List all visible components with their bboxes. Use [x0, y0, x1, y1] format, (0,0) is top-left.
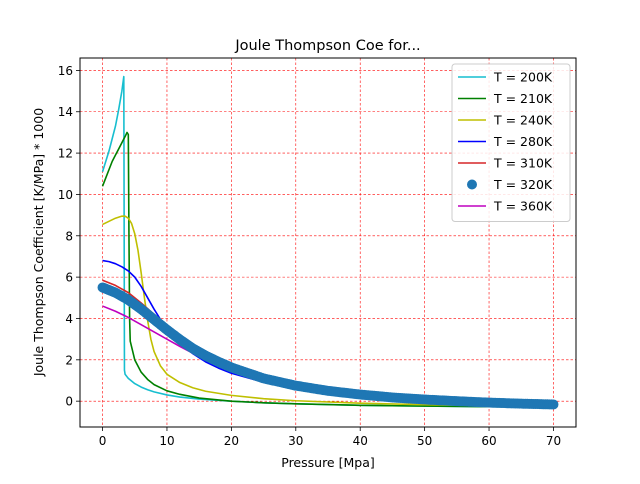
y-tick-label: 10 [58, 188, 73, 202]
series-t-240k-line [102, 215, 554, 408]
x-tick-label: 30 [288, 434, 303, 448]
legend-label: T = 310K [493, 156, 553, 171]
legend-label: T = 210K [493, 91, 553, 106]
legend-label: T = 360K [493, 199, 553, 214]
legend-label: T = 240K [493, 113, 553, 128]
x-tick-label: 0 [99, 434, 107, 448]
x-tick-label: 40 [353, 434, 368, 448]
legend-frame [451, 63, 571, 222]
legend-label: T = 280K [493, 134, 553, 149]
chart-title: Joule Thompson Coe for... [234, 38, 420, 54]
tick-layer: 0 10 20 30 40 50 60 70 0 2 4 6 8 10 12 14 16 [58, 64, 561, 448]
y-tick-label: 8 [65, 229, 73, 243]
y-tick-label: 14 [58, 105, 73, 119]
data-point [548, 399, 559, 410]
legend-label: T = 320K [493, 177, 553, 192]
x-tick-label: 10 [159, 434, 174, 448]
legend-marker [467, 179, 477, 190]
y-tick-label: 12 [58, 147, 73, 161]
x-tick-label: 20 [224, 434, 239, 448]
y-tick-label: 6 [65, 271, 73, 285]
y-axis-label: Joule Thompson Coefficient [K/MPa] * 100… [31, 108, 46, 377]
x-tick-label: 50 [417, 434, 432, 448]
y-tick-label: 2 [65, 353, 73, 367]
plot-frame [79, 57, 577, 428]
series-layer [97, 75, 559, 410]
y-tick-label: 16 [58, 64, 73, 78]
x-tick-label: 70 [546, 434, 561, 448]
grid-layer [80, 58, 576, 427]
y-tick-label: 4 [65, 312, 73, 326]
y-tick-label: 0 [65, 395, 73, 409]
legend: T = 200K T = 210K T = 240K T = 280K T = 310K… [451, 63, 571, 222]
x-tick-label: 60 [481, 434, 496, 448]
series-t-320k-markers [97, 282, 559, 410]
x-axis-label: Pressure [Mpa] [281, 455, 374, 470]
legend-label: T = 200K [493, 70, 553, 85]
series-t-210k-line [101, 131, 554, 408]
